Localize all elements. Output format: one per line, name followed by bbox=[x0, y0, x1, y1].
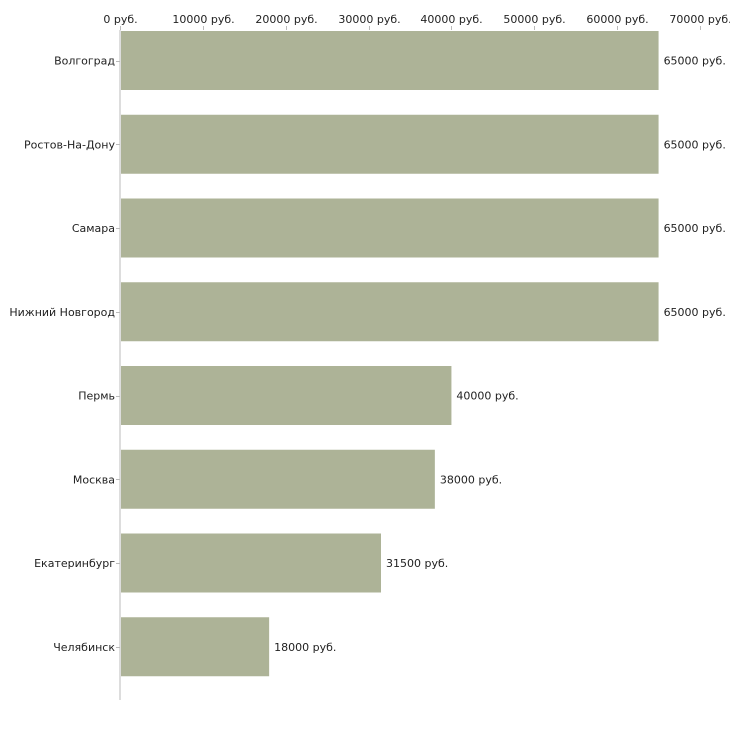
category-label: Самара bbox=[72, 222, 115, 235]
category-label: Пермь bbox=[78, 390, 115, 403]
bars-group bbox=[121, 31, 659, 677]
bar bbox=[121, 366, 452, 425]
category-label: Москва bbox=[73, 473, 115, 486]
bar bbox=[121, 282, 659, 342]
bar bbox=[121, 114, 659, 174]
value-label: 65000 руб. bbox=[664, 55, 726, 68]
x-tick-label: 50000 руб. bbox=[503, 13, 565, 26]
bar bbox=[121, 533, 381, 593]
x-tick-label: 40000 руб. bbox=[420, 13, 482, 26]
x-axis: 0 руб. 10000 руб. 20000 руб. 30000 руб. 4000… bbox=[103, 13, 730, 30]
bar bbox=[121, 617, 270, 677]
x-tick-label: 60000 руб. bbox=[586, 13, 648, 26]
value-label: 38000 руб. bbox=[440, 473, 502, 486]
category-label: Челябинск bbox=[53, 641, 115, 654]
value-label: 65000 руб. bbox=[664, 222, 726, 235]
bar bbox=[121, 31, 659, 90]
bar bbox=[121, 198, 659, 258]
x-tick-label: 70000 руб. bbox=[669, 13, 730, 26]
value-label: 65000 руб. bbox=[664, 138, 726, 151]
value-label: 40000 руб. bbox=[456, 390, 518, 403]
category-label: Волгоград bbox=[54, 55, 115, 68]
category-label: Нижний Новгород bbox=[9, 306, 115, 319]
value-label: 31500 руб. bbox=[386, 557, 448, 570]
bar bbox=[121, 449, 435, 509]
x-tick-label: 20000 руб. bbox=[255, 13, 317, 26]
x-tick-label: 10000 руб. bbox=[172, 13, 234, 26]
value-label: 65000 руб. bbox=[664, 306, 726, 319]
x-tick-label: 0 руб. bbox=[103, 13, 137, 26]
value-label: 18000 руб. bbox=[274, 641, 336, 654]
category-label: Ростов-На-Дону bbox=[24, 138, 115, 151]
value-labels-group: 65000 руб. 65000 руб. 65000 руб. 65000 руб.… bbox=[274, 55, 726, 654]
y-axis: Волгоград Ростов-На-Дону Самара Нижний Новг… bbox=[9, 55, 120, 654]
x-tick-label: 30000 руб. bbox=[338, 13, 400, 26]
category-label: Екатеринбург bbox=[34, 557, 115, 570]
